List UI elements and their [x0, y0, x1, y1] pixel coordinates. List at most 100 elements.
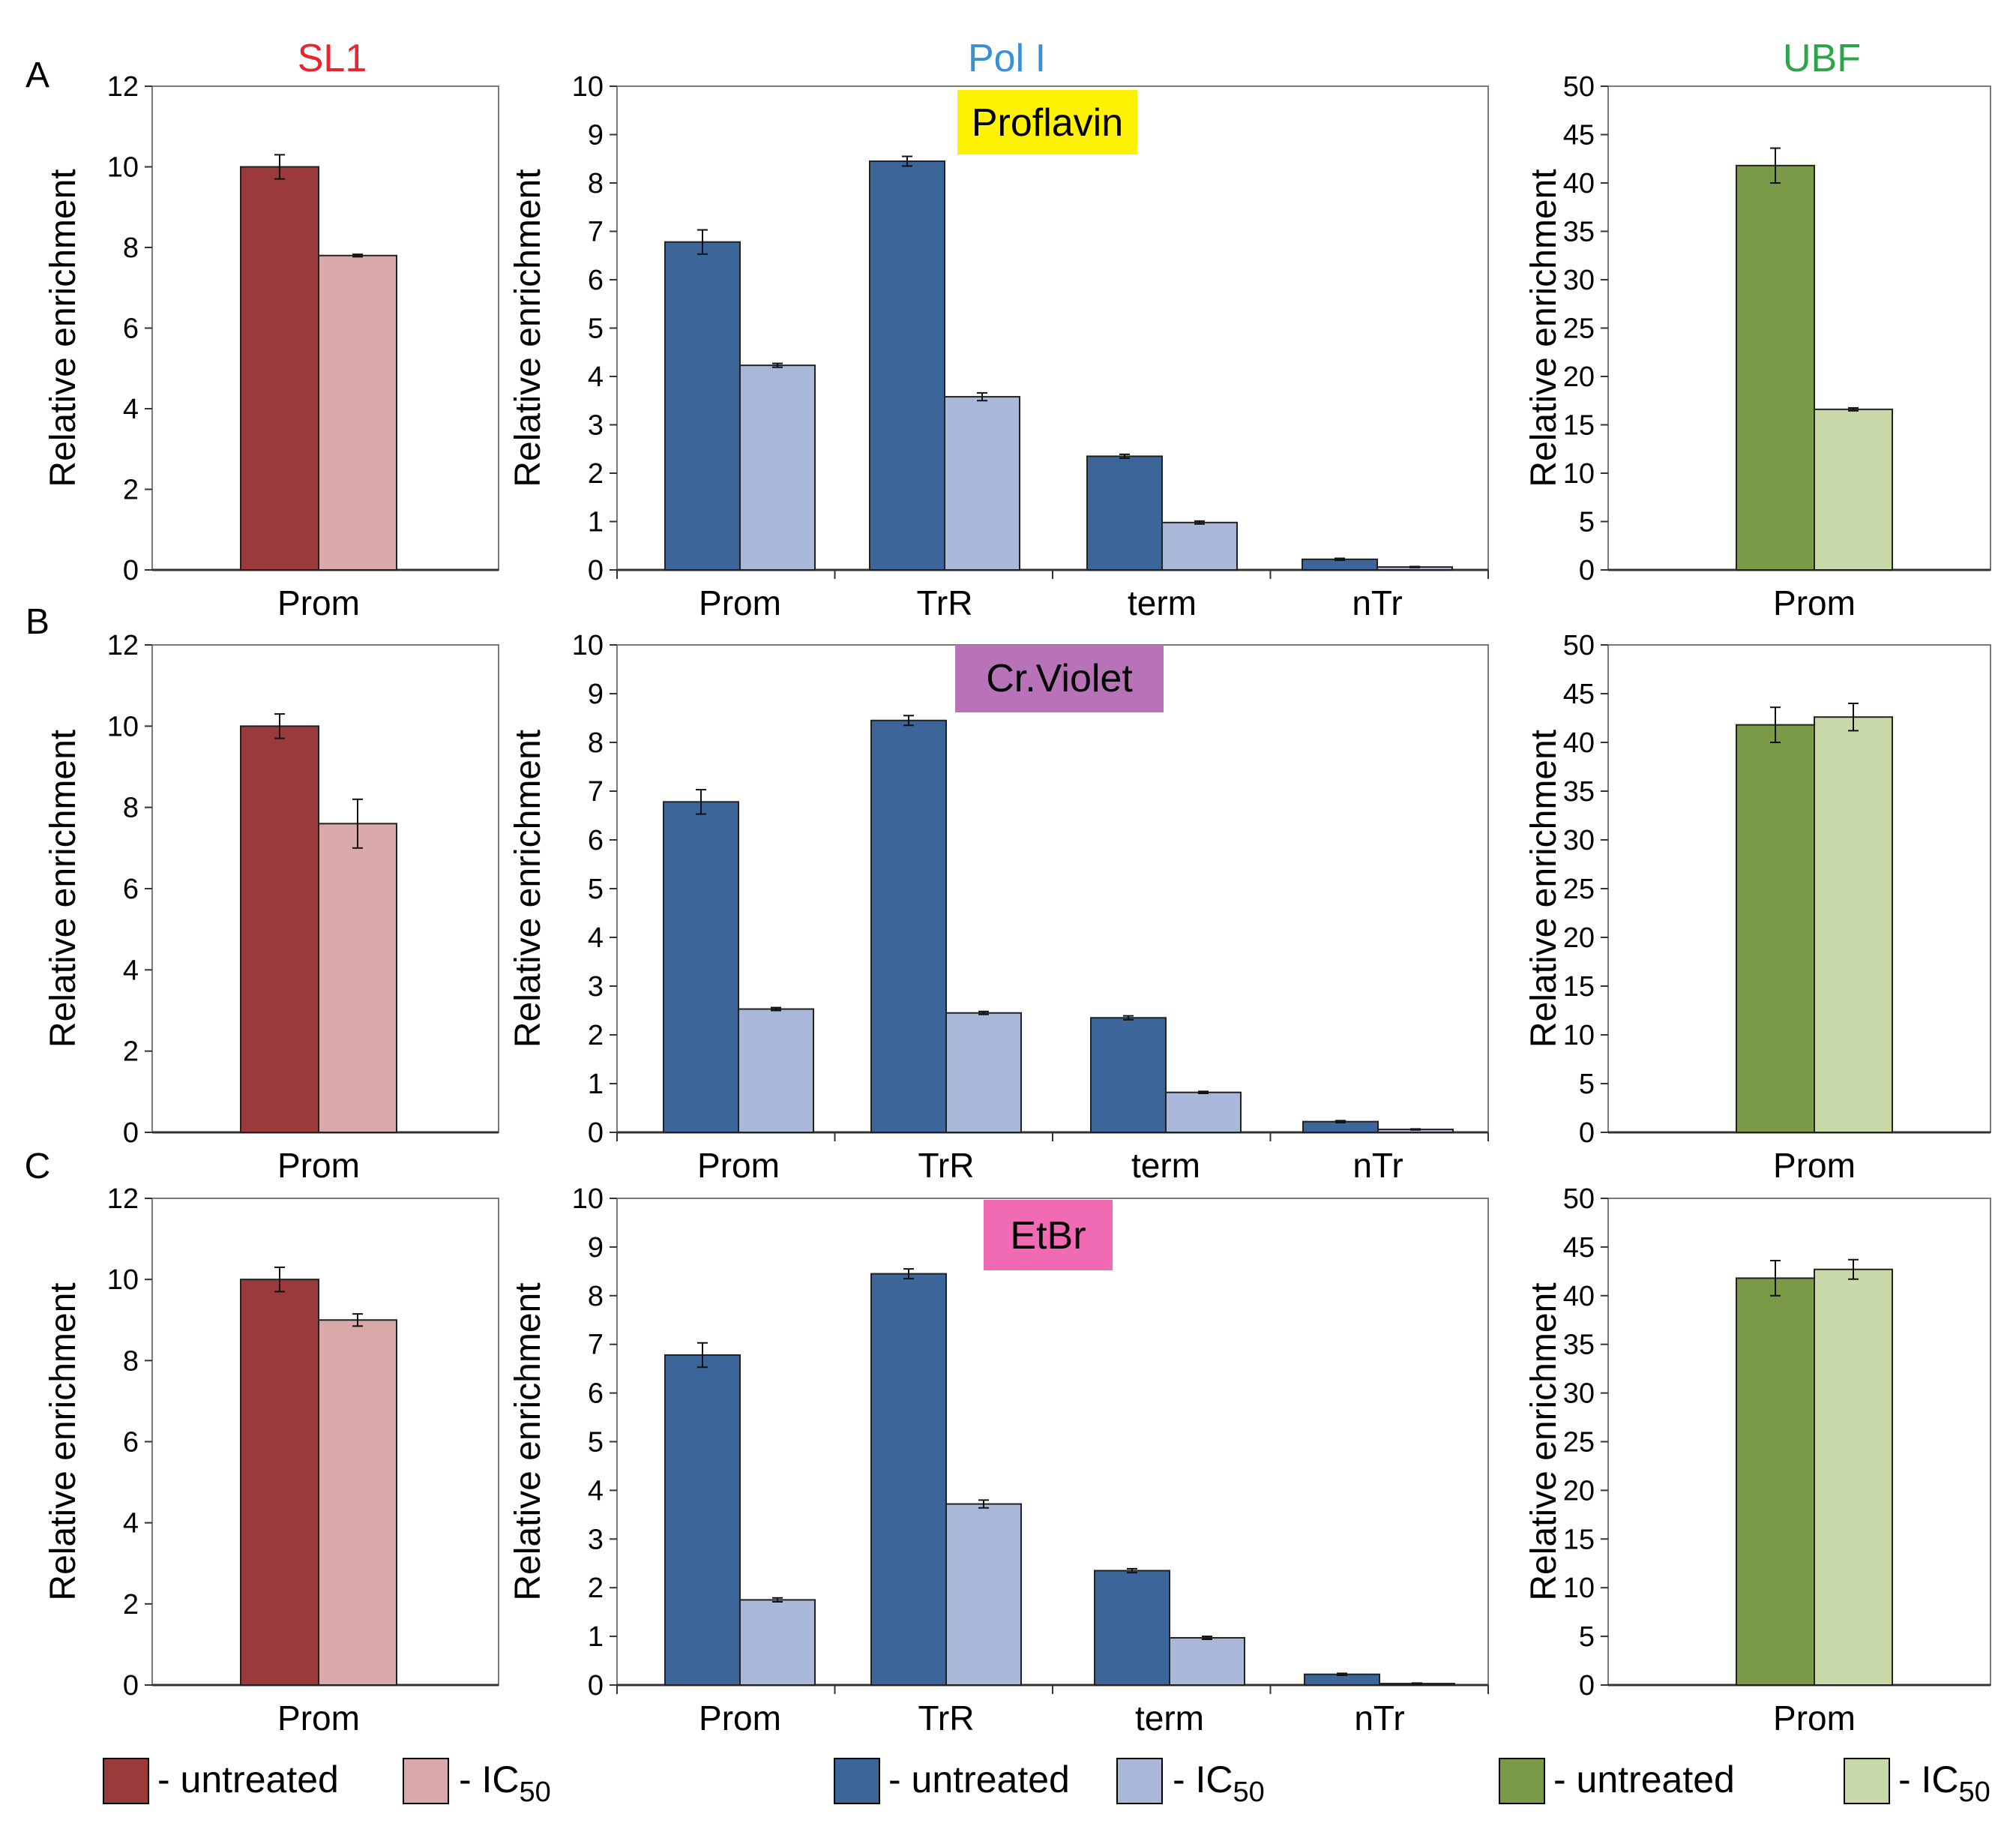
bar-prom-untreated: [240, 166, 319, 571]
bar-prom-untreated: [664, 241, 741, 571]
panel-b-pol-i: 0 1 2 3 4 5 6 7 8 9 10 Relative enrichment Prom TrR te…: [508, 630, 1489, 1185]
y-tick-label: 5: [588, 313, 604, 345]
y-tick-label: 0: [123, 555, 139, 586]
legend-label-untreated: - untreated: [157, 1759, 339, 1801]
y-tick-label: 10: [107, 1264, 139, 1296]
legend-swatch-untreated: [1499, 1758, 1545, 1804]
y-tick-label: 40: [1563, 168, 1595, 199]
y-tick-label: 7: [588, 776, 604, 808]
y-tick-label: 35: [1563, 1330, 1595, 1361]
y-tick-label: 35: [1563, 217, 1595, 248]
bar-trr-untreated: [870, 719, 947, 1133]
y-tick-label: 0: [1579, 555, 1595, 586]
y-tick-label: 15: [1563, 1524, 1595, 1555]
drug-label-cr-violet: Cr.Violet: [955, 645, 1164, 712]
y-tick-label: 8: [123, 232, 139, 264]
legend-swatch-untreated: [103, 1758, 149, 1804]
y-tick-label: 10: [107, 711, 139, 742]
y-tick-label: 40: [1563, 727, 1595, 759]
y-tick-label: 6: [123, 874, 139, 905]
x-category-label: Prom: [699, 583, 781, 622]
y-tick-label: 6: [123, 313, 139, 345]
y-axis-label: Relative enrichment: [43, 1282, 83, 1600]
legend-pol-i: - untreated - IC50: [834, 1758, 1265, 1808]
y-tick-label: 5: [1579, 507, 1595, 538]
bar-prom-untreated: [240, 1279, 319, 1686]
y-tick-label: 4: [123, 1508, 139, 1540]
x-category-label: nTr: [1352, 1146, 1403, 1185]
y-tick-label: 1: [588, 1069, 604, 1100]
row-label-b: B: [25, 602, 49, 642]
drug-label-background: [957, 90, 1137, 154]
y-tick-label: 35: [1563, 776, 1595, 808]
x-category-label: Prom: [697, 1146, 780, 1185]
y-tick-label: 0: [588, 1117, 604, 1149]
y-tick-label: 8: [588, 168, 604, 199]
panel-a-pol-i: 0 1 2 3 4 5 6 7 8 9 10 Relative enrichment Prom TrR te…: [508, 71, 1489, 622]
y-tick-label: 1: [588, 507, 604, 538]
legend-sl1: - untreated - IC50: [103, 1758, 551, 1808]
x-category-label: Prom: [277, 1699, 360, 1738]
y-tick-label: 50: [1563, 630, 1595, 661]
legend-swatch-ic50: [1116, 1758, 1163, 1804]
legend-label-untreated: - untreated: [1553, 1759, 1735, 1801]
y-tick-label: 30: [1563, 265, 1595, 296]
legend-swatch-ic50: [1844, 1758, 1890, 1804]
x-category-label: Prom: [277, 583, 360, 622]
bar-prom-untreated: [1736, 724, 1815, 1133]
x-category-label: term: [1128, 583, 1197, 622]
y-tick-label: 20: [1563, 922, 1595, 954]
bar-prom-untreated: [1736, 164, 1815, 571]
y-tick-label: 30: [1563, 1378, 1595, 1410]
bar-prom-ic50: [1814, 716, 1893, 1133]
column-title-ubf: UBF: [1783, 37, 1861, 80]
y-tick-label: 10: [572, 630, 604, 661]
x-category-label: Prom: [1773, 1146, 1856, 1185]
y-tick-label: 6: [588, 825, 604, 856]
bar-trr-ic50: [945, 1012, 1022, 1133]
y-tick-label: 10: [572, 71, 604, 103]
y-tick-label: 1: [588, 1621, 604, 1653]
y-axis-label: Relative enrichment: [508, 730, 548, 1048]
x-category-label: nTr: [1352, 583, 1402, 622]
drug-label-text: EtBr: [1010, 1214, 1086, 1258]
y-tick-label: 25: [1563, 1427, 1595, 1459]
y-tick-label: 4: [588, 922, 604, 954]
x-category-label: Prom: [1773, 583, 1856, 622]
y-tick-label: 9: [588, 120, 604, 151]
y-tick-label: 5: [588, 874, 604, 905]
x-category-label: TrR: [918, 1699, 975, 1738]
bar-prom-ic50: [318, 254, 397, 571]
x-category-label: TrR: [918, 1146, 975, 1185]
panel-a-ubf: 0 5 10 15 20 25 30 35 40 45 50 Relative enrichment P…: [1524, 71, 1991, 622]
y-tick-label: 8: [123, 1345, 139, 1377]
y-tick-label: 0: [123, 1117, 139, 1149]
y-tick-label: 4: [588, 1475, 604, 1507]
y-axis-label: Relative enrichment: [508, 1282, 548, 1600]
y-tick-label: 20: [1563, 1475, 1595, 1507]
y-tick-label: 10: [1563, 1020, 1595, 1051]
drug-label-text: Proflavin: [972, 101, 1123, 145]
drug-label-proflavin: Proflavin: [957, 90, 1137, 154]
drug-label-etbr: EtBr: [984, 1200, 1113, 1270]
y-tick-label: 9: [588, 679, 604, 710]
bar-trr-ic50: [944, 396, 1020, 571]
y-tick-label: 8: [588, 1281, 604, 1312]
y-axis-label: Relative enrichment: [1524, 1282, 1564, 1600]
y-tick-label: 45: [1563, 679, 1595, 710]
y-tick-label: 2: [588, 1573, 604, 1604]
y-tick-label: 30: [1563, 825, 1595, 856]
panel-a-sl1: 0 2 4 6 8 10 12 Relative enrichment Prom: [43, 71, 499, 622]
bar-prom-ic50: [739, 364, 816, 571]
legend-swatch-untreated: [834, 1758, 880, 1804]
y-axis-label: Relative enrichment: [508, 169, 548, 487]
y-tick-label: 6: [588, 265, 604, 296]
row-label-a: A: [25, 55, 49, 95]
y-tick-label: 3: [588, 1524, 604, 1555]
bar-term-untreated: [1086, 455, 1163, 571]
panel-c-pol-i: 0 1 2 3 4 5 6 7 8 9 10 Relative enrichment Prom TrR te…: [508, 1183, 1489, 1738]
bar-prom-ic50: [738, 1008, 814, 1134]
y-tick-label: 3: [588, 410, 604, 442]
y-tick-label: 8: [123, 793, 139, 824]
